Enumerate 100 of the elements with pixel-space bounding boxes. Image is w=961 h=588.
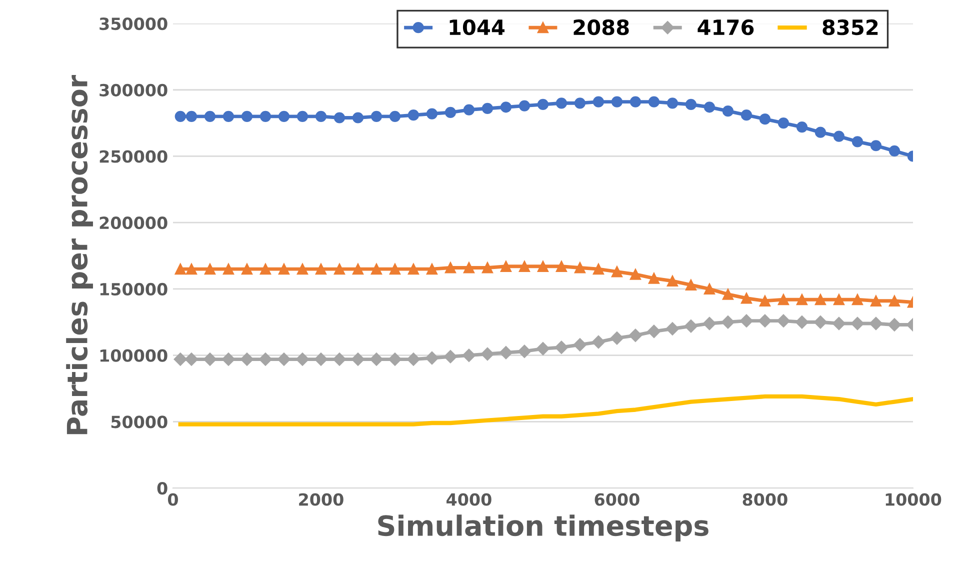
point xyxy=(666,275,678,287)
point xyxy=(630,96,642,108)
point xyxy=(241,263,253,275)
point xyxy=(315,110,327,122)
point xyxy=(833,130,845,142)
point xyxy=(888,318,902,332)
legend-label: 4176 xyxy=(698,19,754,36)
point xyxy=(814,126,826,138)
point xyxy=(778,118,790,129)
point xyxy=(462,348,476,362)
point xyxy=(852,294,864,306)
x-axis-title: Simulation timesteps xyxy=(378,514,708,542)
point xyxy=(832,316,846,330)
point xyxy=(408,263,420,275)
point xyxy=(610,331,624,345)
y-tick-label: 0 xyxy=(157,482,168,495)
point xyxy=(518,344,532,358)
point xyxy=(389,110,401,122)
point xyxy=(499,346,513,360)
point xyxy=(184,352,198,366)
point xyxy=(203,352,217,366)
point xyxy=(852,136,864,148)
point xyxy=(332,352,346,366)
point xyxy=(778,294,790,306)
point xyxy=(186,110,198,122)
y-tick-label: 50000 xyxy=(111,416,168,428)
point xyxy=(556,260,568,272)
point xyxy=(759,295,771,306)
point xyxy=(277,352,291,366)
x-tick-label: 6000 xyxy=(594,493,640,506)
point xyxy=(408,110,420,121)
point xyxy=(758,314,772,328)
point xyxy=(352,263,364,275)
point xyxy=(463,104,475,116)
point xyxy=(721,316,735,329)
point xyxy=(685,279,697,291)
point xyxy=(776,314,790,328)
point xyxy=(592,263,604,275)
y-tick-label: 300000 xyxy=(100,84,168,96)
point xyxy=(814,316,828,329)
point xyxy=(370,110,382,122)
point xyxy=(480,347,494,361)
point xyxy=(518,260,530,272)
point xyxy=(426,263,438,275)
point xyxy=(222,352,236,366)
point xyxy=(334,263,346,275)
point xyxy=(260,110,272,122)
point xyxy=(406,352,420,366)
point xyxy=(574,98,586,109)
point xyxy=(389,263,401,275)
point xyxy=(278,110,290,122)
point xyxy=(444,350,458,364)
point xyxy=(684,320,698,333)
point xyxy=(278,263,290,275)
point xyxy=(592,96,604,108)
point xyxy=(740,314,754,328)
point xyxy=(444,262,456,274)
point xyxy=(795,316,809,329)
point xyxy=(334,112,346,124)
point xyxy=(258,352,272,366)
point xyxy=(296,263,308,275)
legend-label: 8352 xyxy=(822,19,878,36)
point xyxy=(869,316,883,330)
point xyxy=(759,114,771,125)
x-tick-label: 8000 xyxy=(742,493,788,506)
point xyxy=(870,295,882,306)
point xyxy=(352,112,364,124)
point xyxy=(704,283,716,295)
y-tick-label: 350000 xyxy=(100,17,168,30)
point xyxy=(174,352,187,366)
point xyxy=(370,352,384,366)
point xyxy=(500,102,512,113)
point xyxy=(554,340,568,354)
y-tick-label: 100000 xyxy=(100,349,168,362)
legend-label: 2088 xyxy=(574,19,629,36)
x-tick-label: 4000 xyxy=(446,493,492,506)
point xyxy=(702,316,716,330)
x-tick-label: 10000 xyxy=(886,493,942,506)
point xyxy=(260,263,272,275)
point xyxy=(482,102,494,114)
point xyxy=(222,263,234,275)
point xyxy=(241,110,253,122)
point xyxy=(463,262,475,274)
point xyxy=(370,263,382,275)
point xyxy=(611,96,623,108)
point xyxy=(573,338,587,352)
point xyxy=(537,98,549,110)
point xyxy=(628,328,642,342)
point xyxy=(556,98,568,109)
point xyxy=(500,260,512,272)
point xyxy=(740,110,752,121)
point xyxy=(611,266,623,278)
point xyxy=(186,263,198,275)
point xyxy=(740,292,752,304)
point xyxy=(574,262,586,274)
point xyxy=(518,100,530,112)
point xyxy=(174,263,186,275)
point xyxy=(204,263,216,275)
line-series xyxy=(178,394,913,426)
point xyxy=(666,98,678,109)
